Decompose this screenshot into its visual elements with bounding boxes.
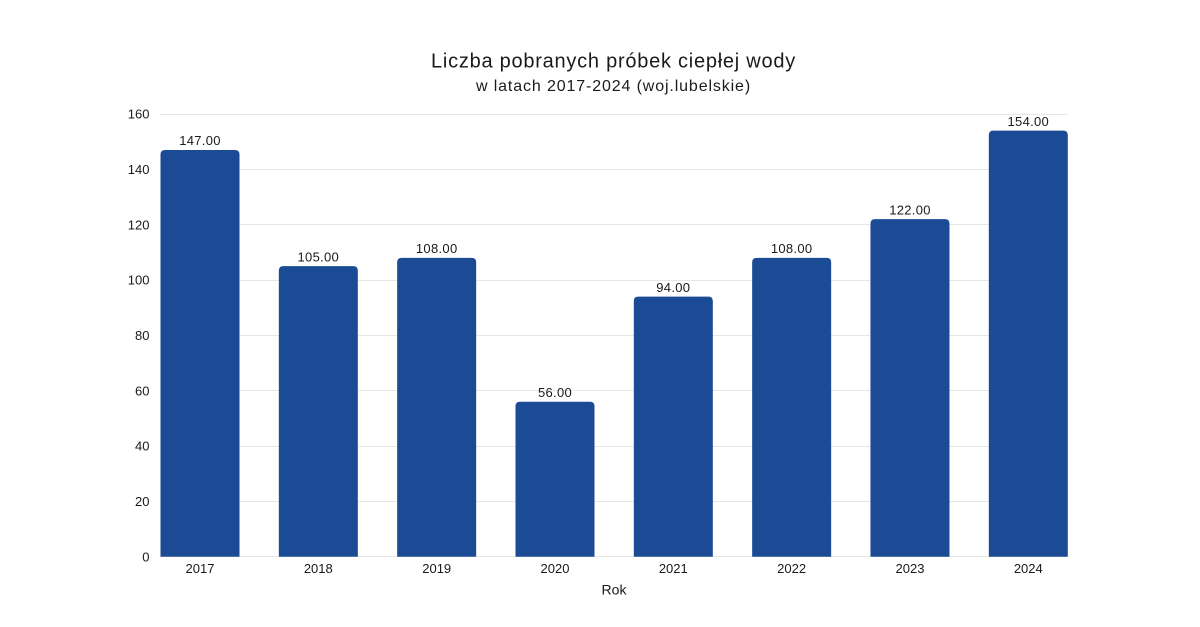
svg-text:122.00: 122.00 — [889, 202, 931, 217]
svg-text:140: 140 — [128, 162, 150, 177]
svg-text:100: 100 — [128, 273, 150, 288]
svg-text:160: 160 — [128, 107, 150, 122]
svg-text:2021: 2021 — [659, 561, 688, 576]
svg-text:154.00: 154.00 — [1008, 114, 1050, 129]
svg-text:0: 0 — [142, 549, 149, 564]
svg-text:56.00: 56.00 — [538, 385, 572, 400]
svg-text:94.00: 94.00 — [656, 280, 690, 295]
svg-text:80: 80 — [135, 328, 149, 343]
svg-text:2023: 2023 — [896, 561, 925, 576]
svg-text:2019: 2019 — [422, 561, 451, 576]
svg-text:2018: 2018 — [304, 561, 333, 576]
svg-text:2020: 2020 — [541, 561, 570, 576]
svg-text:147.00: 147.00 — [179, 133, 221, 148]
svg-text:120: 120 — [128, 217, 150, 232]
svg-text:2022: 2022 — [777, 561, 806, 576]
svg-text:40: 40 — [135, 439, 149, 454]
svg-text:Liczba pobranych próbek ciepłe: Liczba pobranych próbek ciepłej wody — [431, 51, 796, 73]
svg-text:108.00: 108.00 — [416, 241, 458, 256]
svg-text:105.00: 105.00 — [298, 249, 340, 264]
svg-text:w latach 2017-2024 (woj.lubels: w latach 2017-2024 (woj.lubelskie) — [475, 78, 751, 95]
svg-text:Rok: Rok — [602, 581, 628, 597]
svg-text:2017: 2017 — [186, 561, 215, 576]
svg-text:20: 20 — [135, 494, 149, 509]
svg-text:2024: 2024 — [1014, 561, 1043, 576]
svg-text:60: 60 — [135, 383, 149, 398]
svg-text:108.00: 108.00 — [771, 241, 813, 256]
